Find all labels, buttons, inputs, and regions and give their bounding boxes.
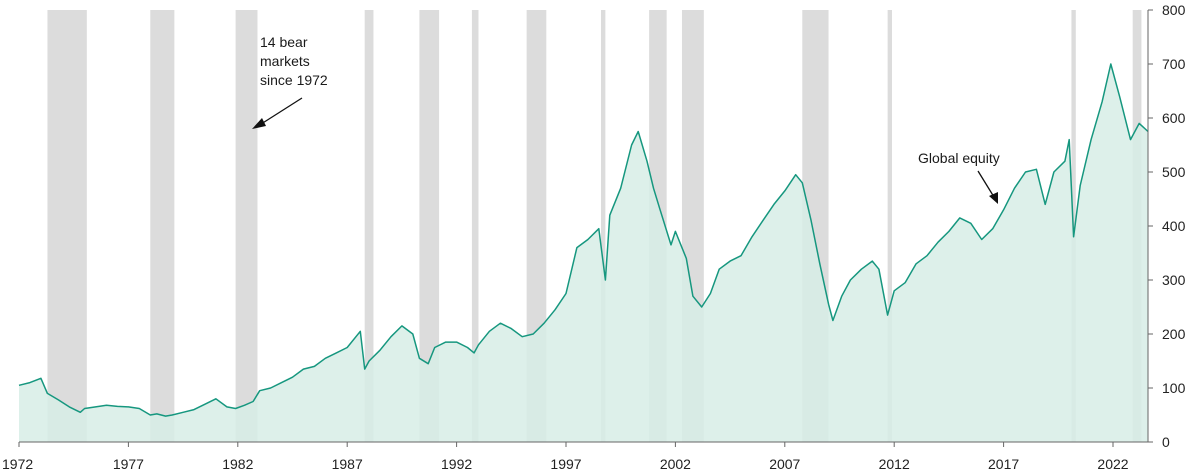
bear-market-band-4 bbox=[364, 10, 374, 442]
x-tick-label-2017: 2017 bbox=[988, 456, 1019, 472]
bear-annotation-line-1: 14 bear bbox=[260, 34, 308, 50]
bear-market-band-8 bbox=[601, 10, 606, 442]
y-tick-label-200: 200 bbox=[1162, 326, 1186, 342]
bear-market-band-1 bbox=[47, 10, 87, 442]
x-axis-ticks: 1972 1977 1982 1987 1992 1997 2002 2007 2012 2017… bbox=[2, 442, 1129, 472]
y-tick-label-600: 600 bbox=[1162, 110, 1186, 126]
y-tick-label-800: 800 bbox=[1162, 2, 1186, 18]
x-tick-label-1992: 1992 bbox=[441, 456, 472, 472]
x-tick-label-1977: 1977 bbox=[113, 456, 144, 472]
global-equity-annotation: Global equity bbox=[918, 150, 1000, 204]
x-tick-label-2007: 2007 bbox=[769, 456, 800, 472]
bear-annotation-line-3: since 1972 bbox=[260, 72, 328, 88]
global-equity-label: Global equity bbox=[918, 150, 1000, 166]
bear-market-band-2 bbox=[150, 10, 175, 442]
y-tick-label-400: 400 bbox=[1162, 218, 1186, 234]
global-equity-area bbox=[19, 64, 1148, 442]
x-tick-label-1982: 1982 bbox=[222, 456, 253, 472]
x-tick-label-2012: 2012 bbox=[879, 456, 910, 472]
bear-annotation-arrow-shaft bbox=[257, 97, 303, 127]
y-tick-label-500: 500 bbox=[1162, 164, 1186, 180]
equity-annotation-arrow-head bbox=[989, 192, 998, 204]
x-tick-label-1987: 1987 bbox=[332, 456, 363, 472]
global-equity-line bbox=[18, 63, 1149, 417]
bear-market-band-3 bbox=[235, 10, 258, 442]
x-tick-label-1972: 1972 bbox=[2, 456, 33, 472]
y-tick-label-0: 0 bbox=[1162, 434, 1170, 450]
bear-market-band-12 bbox=[887, 10, 893, 442]
equity-annotation-arrow-shaft bbox=[977, 170, 995, 198]
bear-markets-annotation: 14 bear markets since 1972 bbox=[252, 34, 328, 129]
x-tick-label-2022: 2022 bbox=[1097, 456, 1128, 472]
y-tick-label-300: 300 bbox=[1162, 272, 1186, 288]
bear-annotation-line-2: markets bbox=[260, 53, 310, 69]
bear-market-band-5 bbox=[419, 10, 440, 442]
y-tick-label-700: 700 bbox=[1162, 56, 1186, 72]
y-tick-label-100: 100 bbox=[1162, 380, 1186, 396]
x-tick-label-1997: 1997 bbox=[550, 456, 581, 472]
y-axis-ticks: 0 100 200 300 400 500 600 700 800 bbox=[1148, 2, 1186, 450]
bear-market-band-6 bbox=[471, 10, 479, 442]
bear-annotation-arrow-head bbox=[252, 118, 266, 129]
x-tick-label-2002: 2002 bbox=[660, 456, 691, 472]
